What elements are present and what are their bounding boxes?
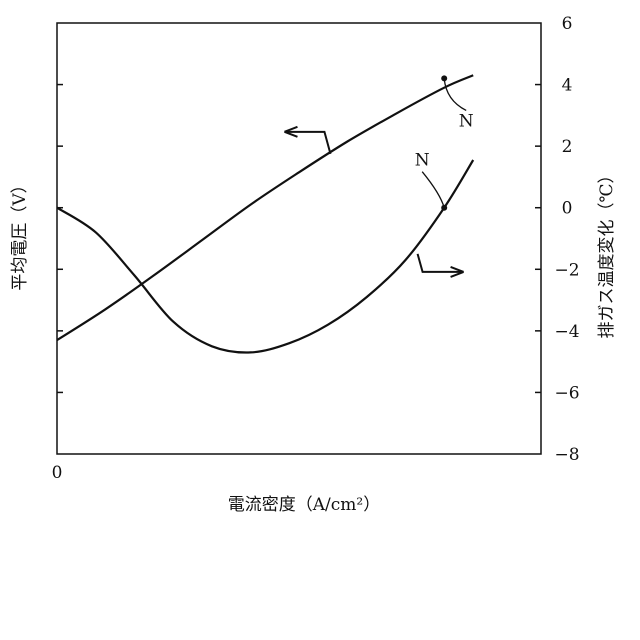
marker-label-n: N bbox=[415, 151, 430, 171]
right-tick-label: −6 bbox=[554, 383, 579, 403]
right-tick-label: −2 bbox=[554, 260, 579, 280]
right-tick-label: 0 bbox=[562, 199, 573, 219]
right-tick-label: 6 bbox=[562, 14, 573, 34]
right-tick-label: 2 bbox=[562, 137, 573, 157]
right-y-axis-label: 排ガス温度変化（℃） bbox=[597, 166, 617, 338]
right-tick-label: −8 bbox=[554, 445, 579, 465]
x-axis-label: 電流密度（A/cm²） bbox=[228, 495, 380, 515]
left-axis-ticks bbox=[57, 85, 63, 393]
marker-label-n: N bbox=[459, 111, 474, 131]
left-y-axis-label: 平均電圧（V） bbox=[10, 176, 30, 290]
marker-leader-line bbox=[422, 172, 444, 208]
voltage-curve bbox=[57, 75, 473, 340]
plot-frame bbox=[57, 23, 541, 454]
exhaust-temp-curve bbox=[57, 160, 473, 352]
right-tick-label: 4 bbox=[562, 76, 573, 96]
series-group bbox=[57, 75, 473, 352]
x-origin-label: 0 bbox=[52, 463, 63, 483]
annotations: NN bbox=[284, 75, 473, 276]
right-tick-label: −4 bbox=[554, 322, 579, 342]
